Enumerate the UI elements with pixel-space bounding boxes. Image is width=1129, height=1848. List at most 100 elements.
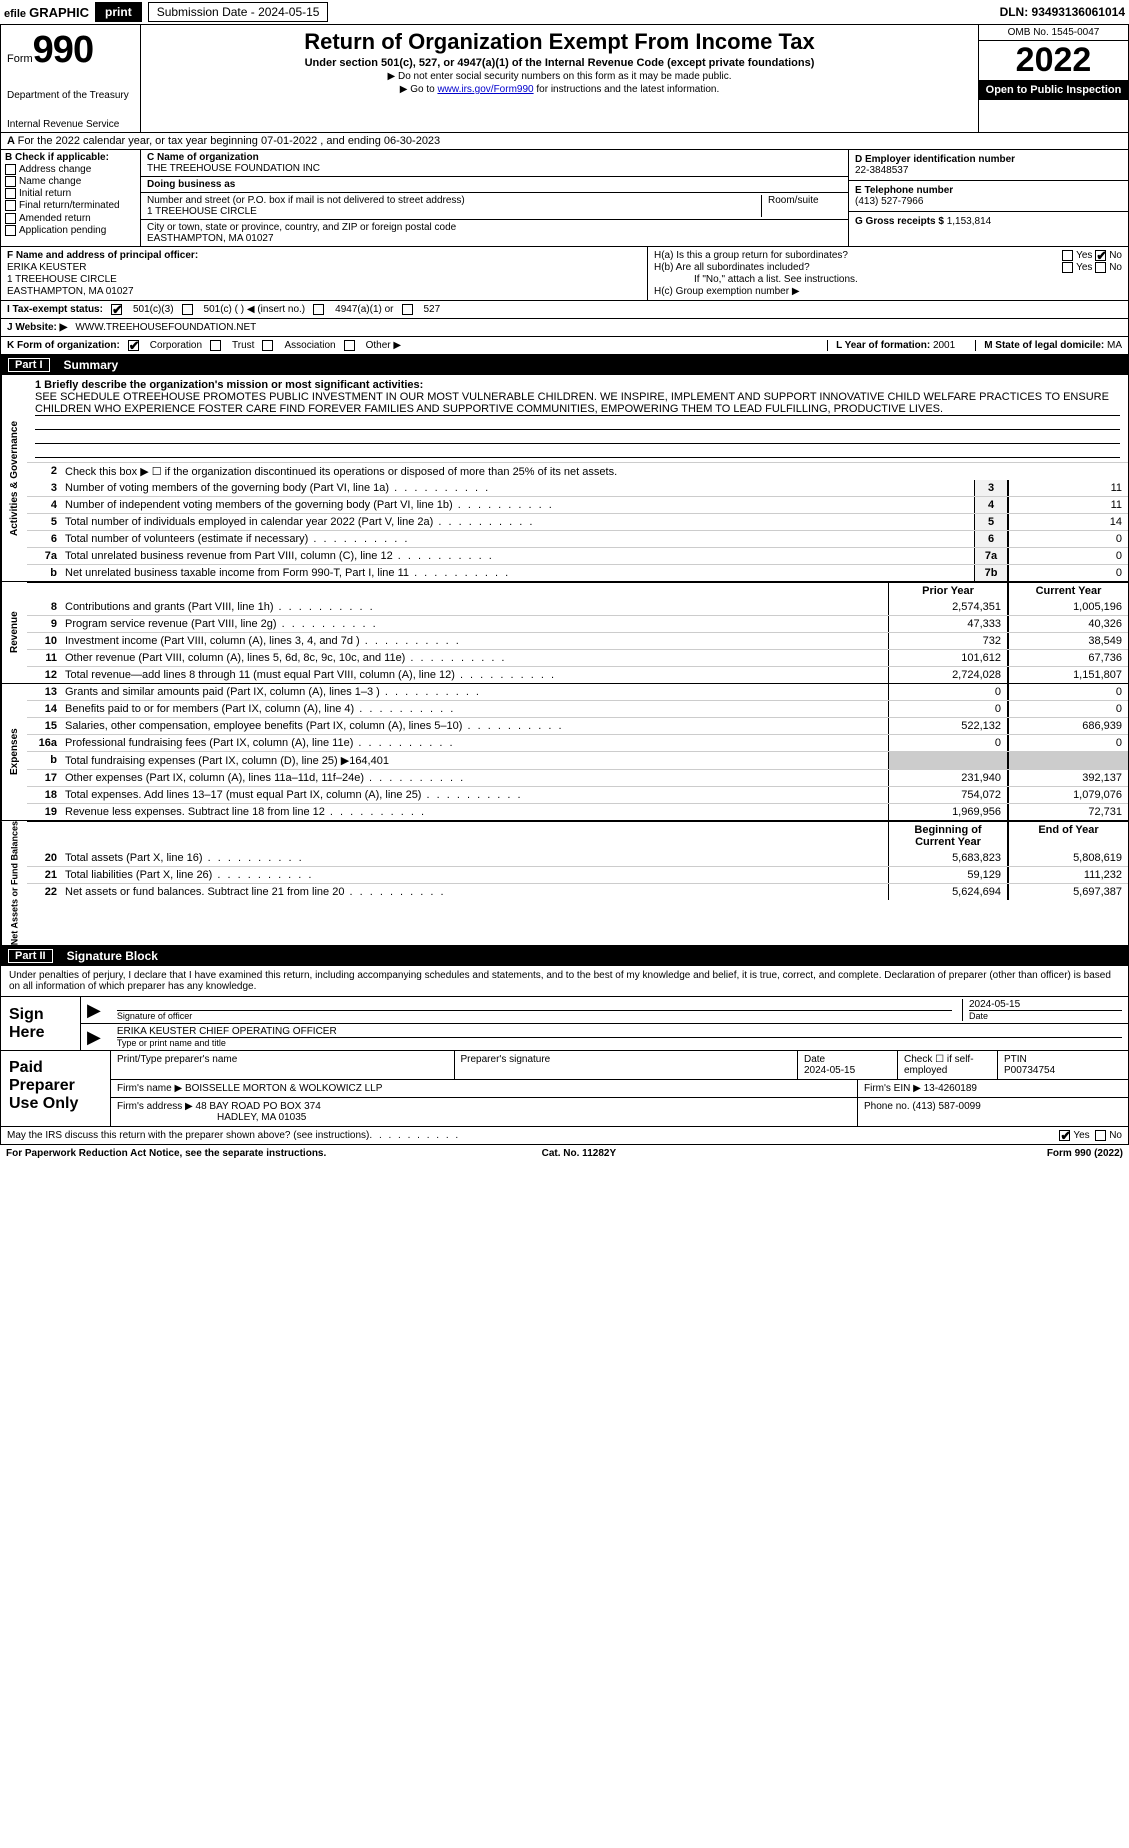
gov-line-7b: b Net unrelated business taxable income … [27, 564, 1128, 581]
part-i-header: Part I Summary [0, 355, 1129, 375]
street: 1 TREEHOUSE CIRCLE [147, 206, 755, 217]
line-20: 20 Total assets (Part X, line 16) 5,683,… [27, 850, 1128, 866]
firm-addr1: 48 BAY ROAD PO BOX 374 [196, 1101, 321, 1112]
box-d-e-g: D Employer identification number 22-3848… [848, 150, 1128, 246]
year-formation: 2001 [933, 340, 955, 351]
line-16a: 16a Professional fundraising fees (Part … [27, 734, 1128, 751]
form-year-block: OMB No. 1545-0047 2022 Open to Public In… [978, 25, 1128, 132]
box-c: C Name of organization THE TREEHOUSE FOU… [141, 150, 848, 246]
section-revenue: Revenue Prior Year Current Year 8 Contri… [1, 582, 1128, 684]
box-h: H(a) Is this a group return for subordin… [648, 247, 1128, 300]
firm-ein: 13-4260189 [924, 1083, 977, 1094]
part-ii-header: Part II Signature Block [0, 946, 1129, 966]
chk-initial-return[interactable]: Initial return [5, 188, 136, 199]
section-expenses: Expenses 13 Grants and similar amounts p… [1, 684, 1128, 821]
box-f: F Name and address of principal officer:… [1, 247, 648, 300]
chk-discuss-yes[interactable] [1059, 1130, 1070, 1141]
prep-date: 2024-05-15 [804, 1065, 855, 1076]
chk-trust[interactable] [210, 340, 221, 351]
mission-block: 1 Briefly describe the organization's mi… [27, 375, 1128, 462]
declaration-text: Under penalties of perjury, I declare th… [1, 966, 1128, 997]
firm-name: BOISSELLE MORTON & WOLKOWICZ LLP [185, 1083, 382, 1094]
chk-527[interactable] [402, 304, 413, 315]
line-13: 13 Grants and similar amounts paid (Part… [27, 684, 1128, 700]
submission-date-button[interactable]: Submission Date - 2024-05-15 [148, 2, 329, 22]
footer-line: For Paperwork Reduction Act Notice, see … [0, 1145, 1129, 1162]
sig-date: 2024-05-15 [969, 999, 1122, 1010]
form-word: Form [7, 53, 33, 65]
goto-note: ▶ Go to www.irs.gov/Form990 for instruct… [149, 84, 970, 95]
efile-label: efile GRAPHIC [4, 5, 89, 20]
telephone: (413) 527-7966 [855, 196, 1122, 207]
gov-line-4: 4 Number of independent voting members o… [27, 496, 1128, 513]
chk-corporation[interactable] [128, 340, 139, 351]
paid-preparer-block: Paid Preparer Use Only Print/Type prepar… [0, 1051, 1129, 1127]
chk-501c[interactable] [182, 304, 193, 315]
open-to-public: Open to Public Inspection [979, 80, 1128, 100]
line-19: 19 Revenue less expenses. Subtract line … [27, 803, 1128, 820]
paid-preparer-label: Paid Preparer Use Only [1, 1051, 111, 1126]
row-f-h: F Name and address of principal officer:… [0, 247, 1129, 301]
dept-treasury: Department of the Treasury [7, 90, 134, 101]
irs-label: Internal Revenue Service [7, 119, 134, 130]
chk-application-pending[interactable]: Application pending [5, 225, 136, 236]
info-block: B Check if applicable: Address change Na… [0, 150, 1129, 247]
chk-other[interactable] [344, 340, 355, 351]
officer-street: 1 TREEHOUSE CIRCLE [7, 274, 641, 285]
officer-name: ERIKA KEUSTER [7, 262, 641, 273]
signature-arrow-icon: ▶ [87, 1000, 101, 1021]
row-k: K Form of organization: Corporation Trus… [0, 337, 1129, 355]
chk-discuss-no[interactable] [1095, 1130, 1106, 1141]
group-exemption: H(c) Group exemption number ▶ [654, 286, 1122, 297]
efile-top-bar: efile GRAPHIC print Submission Date - 20… [0, 0, 1129, 25]
city-state-zip: EASTHAMPTON, MA 01027 [147, 233, 842, 244]
chk-501c3[interactable] [111, 304, 122, 315]
row-i: I Tax-exempt status: 501(c)(3) 501(c) ( … [0, 301, 1129, 319]
chk-group-return-no[interactable] [1095, 250, 1106, 261]
section-netassets: Net Assets or Fund Balances Beginning of… [1, 821, 1128, 945]
gross-receipts: 1,153,814 [947, 216, 992, 227]
form-number-block: Form990 Department of the Treasury Inter… [1, 25, 141, 132]
chk-address-change[interactable]: Address change [5, 164, 136, 175]
line-21: 21 Total liabilities (Part X, line 26) 5… [27, 866, 1128, 883]
line-b: b Total fundraising expenses (Part IX, c… [27, 751, 1128, 769]
gov-line-6: 6 Total number of volunteers (estimate i… [27, 530, 1128, 547]
form-header: Form990 Department of the Treasury Inter… [0, 25, 1129, 133]
line-10: 10 Investment income (Part VIII, column … [27, 632, 1128, 649]
omb-number: OMB No. 1545-0047 [979, 25, 1128, 41]
discuss-row: May the IRS discuss this return with the… [0, 1127, 1129, 1145]
gov-line-7a: 7a Total unrelated business revenue from… [27, 547, 1128, 564]
chk-4947[interactable] [313, 304, 324, 315]
section-governance: Activities & Governance 1 Briefly descri… [1, 375, 1128, 582]
period-row: A For the 2022 calendar year, or tax yea… [0, 133, 1129, 150]
box-b: B Check if applicable: Address change Na… [1, 150, 141, 246]
mission-text: SEE SCHEDULE OTREEHOUSE PROMOTES PUBLIC … [35, 391, 1120, 416]
line-18: 18 Total expenses. Add lines 13–17 (must… [27, 786, 1128, 803]
dln-label: DLN: 93493136061014 [1000, 5, 1125, 19]
row-j: J Website: ▶ WWW.TREEHOUSEFOUNDATION.NET [0, 319, 1129, 337]
website: WWW.TREEHOUSEFOUNDATION.NET [75, 322, 256, 333]
ein: 22-3848537 [855, 165, 1122, 176]
line-8: 8 Contributions and grants (Part VIII, l… [27, 599, 1128, 615]
form-number: 990 [33, 29, 93, 71]
line-14: 14 Benefits paid to or for members (Part… [27, 700, 1128, 717]
signature-block: Under penalties of perjury, I declare th… [0, 966, 1129, 1051]
print-button[interactable]: print [95, 2, 142, 22]
form-title-block: Return of Organization Exempt From Incom… [141, 25, 978, 132]
line-22: 22 Net assets or fund balances. Subtract… [27, 883, 1128, 900]
line-17: 17 Other expenses (Part IX, column (A), … [27, 769, 1128, 786]
tax-year: 2022 [979, 41, 1128, 80]
firm-phone: (413) 587-0099 [912, 1101, 980, 1112]
line-11: 11 Other revenue (Part VIII, column (A),… [27, 649, 1128, 666]
org-name: THE TREEHOUSE FOUNDATION INC [147, 163, 842, 174]
ssn-note: ▶ Do not enter social security numbers o… [149, 71, 970, 82]
line-9: 9 Program service revenue (Part VIII, li… [27, 615, 1128, 632]
firm-addr2: HADLEY, MA 01035 [117, 1112, 306, 1123]
chk-amended-return[interactable]: Amended return [5, 213, 136, 224]
irs-link[interactable]: www.irs.gov/Form990 [437, 84, 533, 95]
line-12: 12 Total revenue—add lines 8 through 11 … [27, 666, 1128, 683]
chk-association[interactable] [262, 340, 273, 351]
chk-name-change[interactable]: Name change [5, 176, 136, 187]
officer-city: EASTHAMPTON, MA 01027 [7, 286, 641, 297]
chk-final-return[interactable]: Final return/terminated [5, 200, 136, 211]
